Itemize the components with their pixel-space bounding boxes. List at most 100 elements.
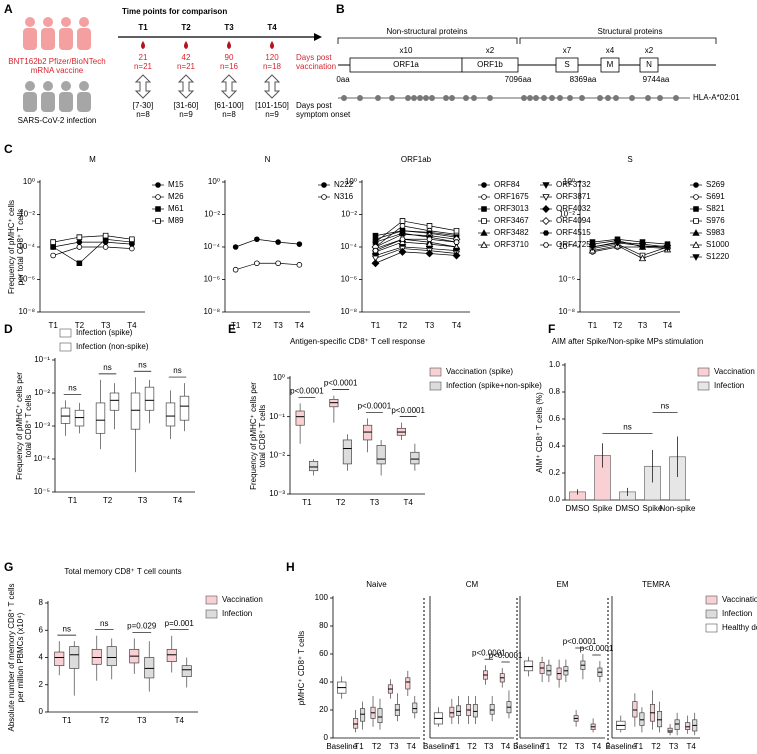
- chart-title: TEMRA: [642, 580, 671, 589]
- legend-label: M89: [168, 216, 184, 225]
- annotation: p<0.0001: [563, 637, 597, 646]
- box: [342, 439, 352, 465]
- legend-label: ORF3871: [556, 192, 591, 201]
- y-tick-label: 10⁻²: [269, 450, 285, 459]
- marker: [453, 227, 460, 234]
- time-point: T2: [181, 23, 191, 32]
- box: [410, 451, 420, 465]
- x-tick-label: Baseline: [326, 742, 357, 751]
- panel-label: G: [4, 560, 13, 574]
- legend-label: Infection (spike+non-spike): [446, 381, 542, 390]
- legend-swatch: [705, 595, 718, 605]
- annotation: p<0.0001: [472, 648, 506, 657]
- legend-label: S1220: [706, 252, 730, 261]
- x-tick-label: T4: [592, 742, 602, 751]
- x-tick-label: T1: [48, 321, 58, 330]
- legend-label: ORF3732: [556, 180, 591, 189]
- protein-group: Non-structural proteins: [387, 27, 468, 36]
- box: [165, 402, 176, 427]
- marker: [275, 239, 281, 245]
- x-tick-label: Baseline: [423, 742, 454, 751]
- x-tick-label: T3: [138, 496, 148, 505]
- y-axis-label: Absolute number of memory CD8⁺ T cells: [7, 584, 16, 732]
- legend-swatch: [705, 623, 718, 633]
- box: [360, 708, 366, 722]
- x-tick-label: T2: [252, 321, 262, 330]
- box: [667, 727, 673, 733]
- y-tick-label: 0: [324, 733, 329, 742]
- chart-title: Antigen-specific CD8⁺ T cell response: [290, 337, 426, 346]
- vaccine-unit: Days post: [296, 53, 332, 62]
- x-tick-label: T3: [389, 742, 399, 751]
- y-tick-label: 10⁻⁴: [203, 242, 220, 251]
- y-tick-label: 10⁻⁵: [34, 487, 50, 496]
- legend-label: ORF4032: [556, 204, 591, 213]
- annotation: p<0.0001: [580, 644, 614, 653]
- chart-title: CM: [466, 580, 479, 589]
- y-tick-label: 10⁻⁶: [559, 275, 575, 284]
- x-tick-label: T4: [501, 742, 511, 751]
- x-tick-label: T2: [467, 742, 477, 751]
- series-line: [53, 241, 132, 248]
- legend-label: S1000: [706, 240, 730, 249]
- marker: [296, 241, 303, 247]
- box: [91, 648, 102, 665]
- comparison-arrows: [134, 74, 281, 99]
- series-line: [52, 238, 132, 264]
- legend-marker: [693, 182, 699, 188]
- legend-label: S976: [706, 216, 725, 225]
- marker: [399, 223, 406, 229]
- x-tick-label: T2: [558, 742, 568, 751]
- annotation: p<0.0001: [489, 651, 523, 660]
- box: [639, 712, 645, 726]
- legend-label: ORF3467: [494, 216, 529, 225]
- box: [412, 702, 418, 714]
- panel-label: B: [336, 2, 345, 16]
- annotation: ns: [63, 624, 71, 633]
- series-line: [592, 243, 668, 256]
- marker: [398, 247, 407, 256]
- box: [181, 665, 192, 677]
- legend-marker: [692, 241, 700, 248]
- time-point: T3: [224, 23, 234, 32]
- marker: [399, 230, 406, 236]
- marker: [76, 239, 83, 245]
- protein-group: Structural proteins: [598, 27, 663, 36]
- y-axis-label: total CD8⁺ T cells: [24, 395, 33, 458]
- y-tick-label: 10⁻⁸: [559, 307, 576, 316]
- x-tick-label: T1: [371, 321, 381, 330]
- x-tick-label: T4: [452, 321, 462, 330]
- x-tick-label: T2: [372, 742, 382, 751]
- y-tick-label: 10⁻¹: [34, 355, 50, 364]
- series-line: [375, 225, 457, 248]
- x-tick-label: T3: [575, 742, 585, 751]
- epitope-dots: [341, 95, 679, 101]
- gene-name: ORF1b: [477, 60, 503, 69]
- chart-title: EM: [557, 580, 569, 589]
- legend-label: ORF84: [494, 180, 520, 189]
- legend-swatch: [205, 595, 218, 605]
- chart-title: S: [627, 155, 632, 164]
- x-tick-label: T3: [484, 742, 494, 751]
- legend-label: N222: [334, 180, 354, 189]
- legend-marker: [155, 194, 161, 200]
- box: [144, 386, 155, 411]
- box: [489, 704, 495, 715]
- chart-title: Total memory CD8⁺ T cell counts: [64, 567, 181, 576]
- series-line: [53, 246, 132, 256]
- y-tick-label: 10⁻²: [34, 388, 50, 397]
- box: [69, 646, 80, 669]
- panel-label: A: [4, 2, 13, 16]
- vaccine-day: 42: [182, 53, 191, 62]
- infection-range: [31-60]: [174, 101, 199, 110]
- y-tick-label: 10⁻⁴: [558, 242, 575, 251]
- legend-label: M26: [168, 192, 184, 201]
- legend-label: M61: [168, 204, 184, 213]
- legend-label: N316: [334, 192, 354, 201]
- y-tick-label: 1.0: [549, 360, 561, 369]
- timeline-title: Time points for comparison: [122, 7, 227, 16]
- chart-title: N: [265, 155, 271, 164]
- series-line: [592, 242, 668, 249]
- legend-label: Vaccination (spike): [446, 367, 513, 376]
- y-tick-label: 10⁻⁸: [204, 307, 221, 316]
